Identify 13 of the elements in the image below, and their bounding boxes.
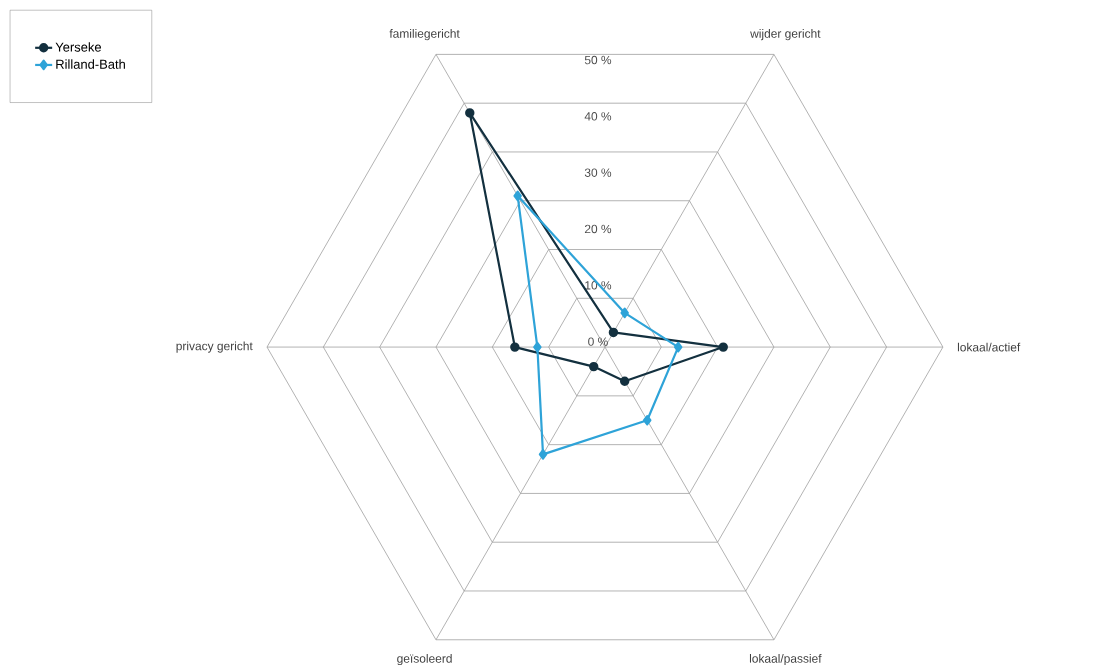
spoke-label: familiegericht <box>389 28 460 40</box>
legend-label: Rilland-Bath <box>56 59 125 69</box>
y-tick-label: 40 % <box>584 111 612 121</box>
spoke-label: privacy gericht <box>176 341 253 353</box>
spoke-label: wijder gericht <box>750 28 821 40</box>
spoke-label: lokaal/actief <box>957 342 1021 352</box>
y-tick-label: 0 % <box>588 337 608 346</box>
spoke-label: lokaal/passief <box>749 653 822 665</box>
legend-label: Yerseke <box>55 41 101 52</box>
y-tick-label: 20 % <box>584 224 612 233</box>
spoke-label: geïsoleerd <box>397 653 452 665</box>
y-tick-label: 30 % <box>584 168 612 177</box>
y-tick-label: 50 % <box>584 55 612 64</box>
